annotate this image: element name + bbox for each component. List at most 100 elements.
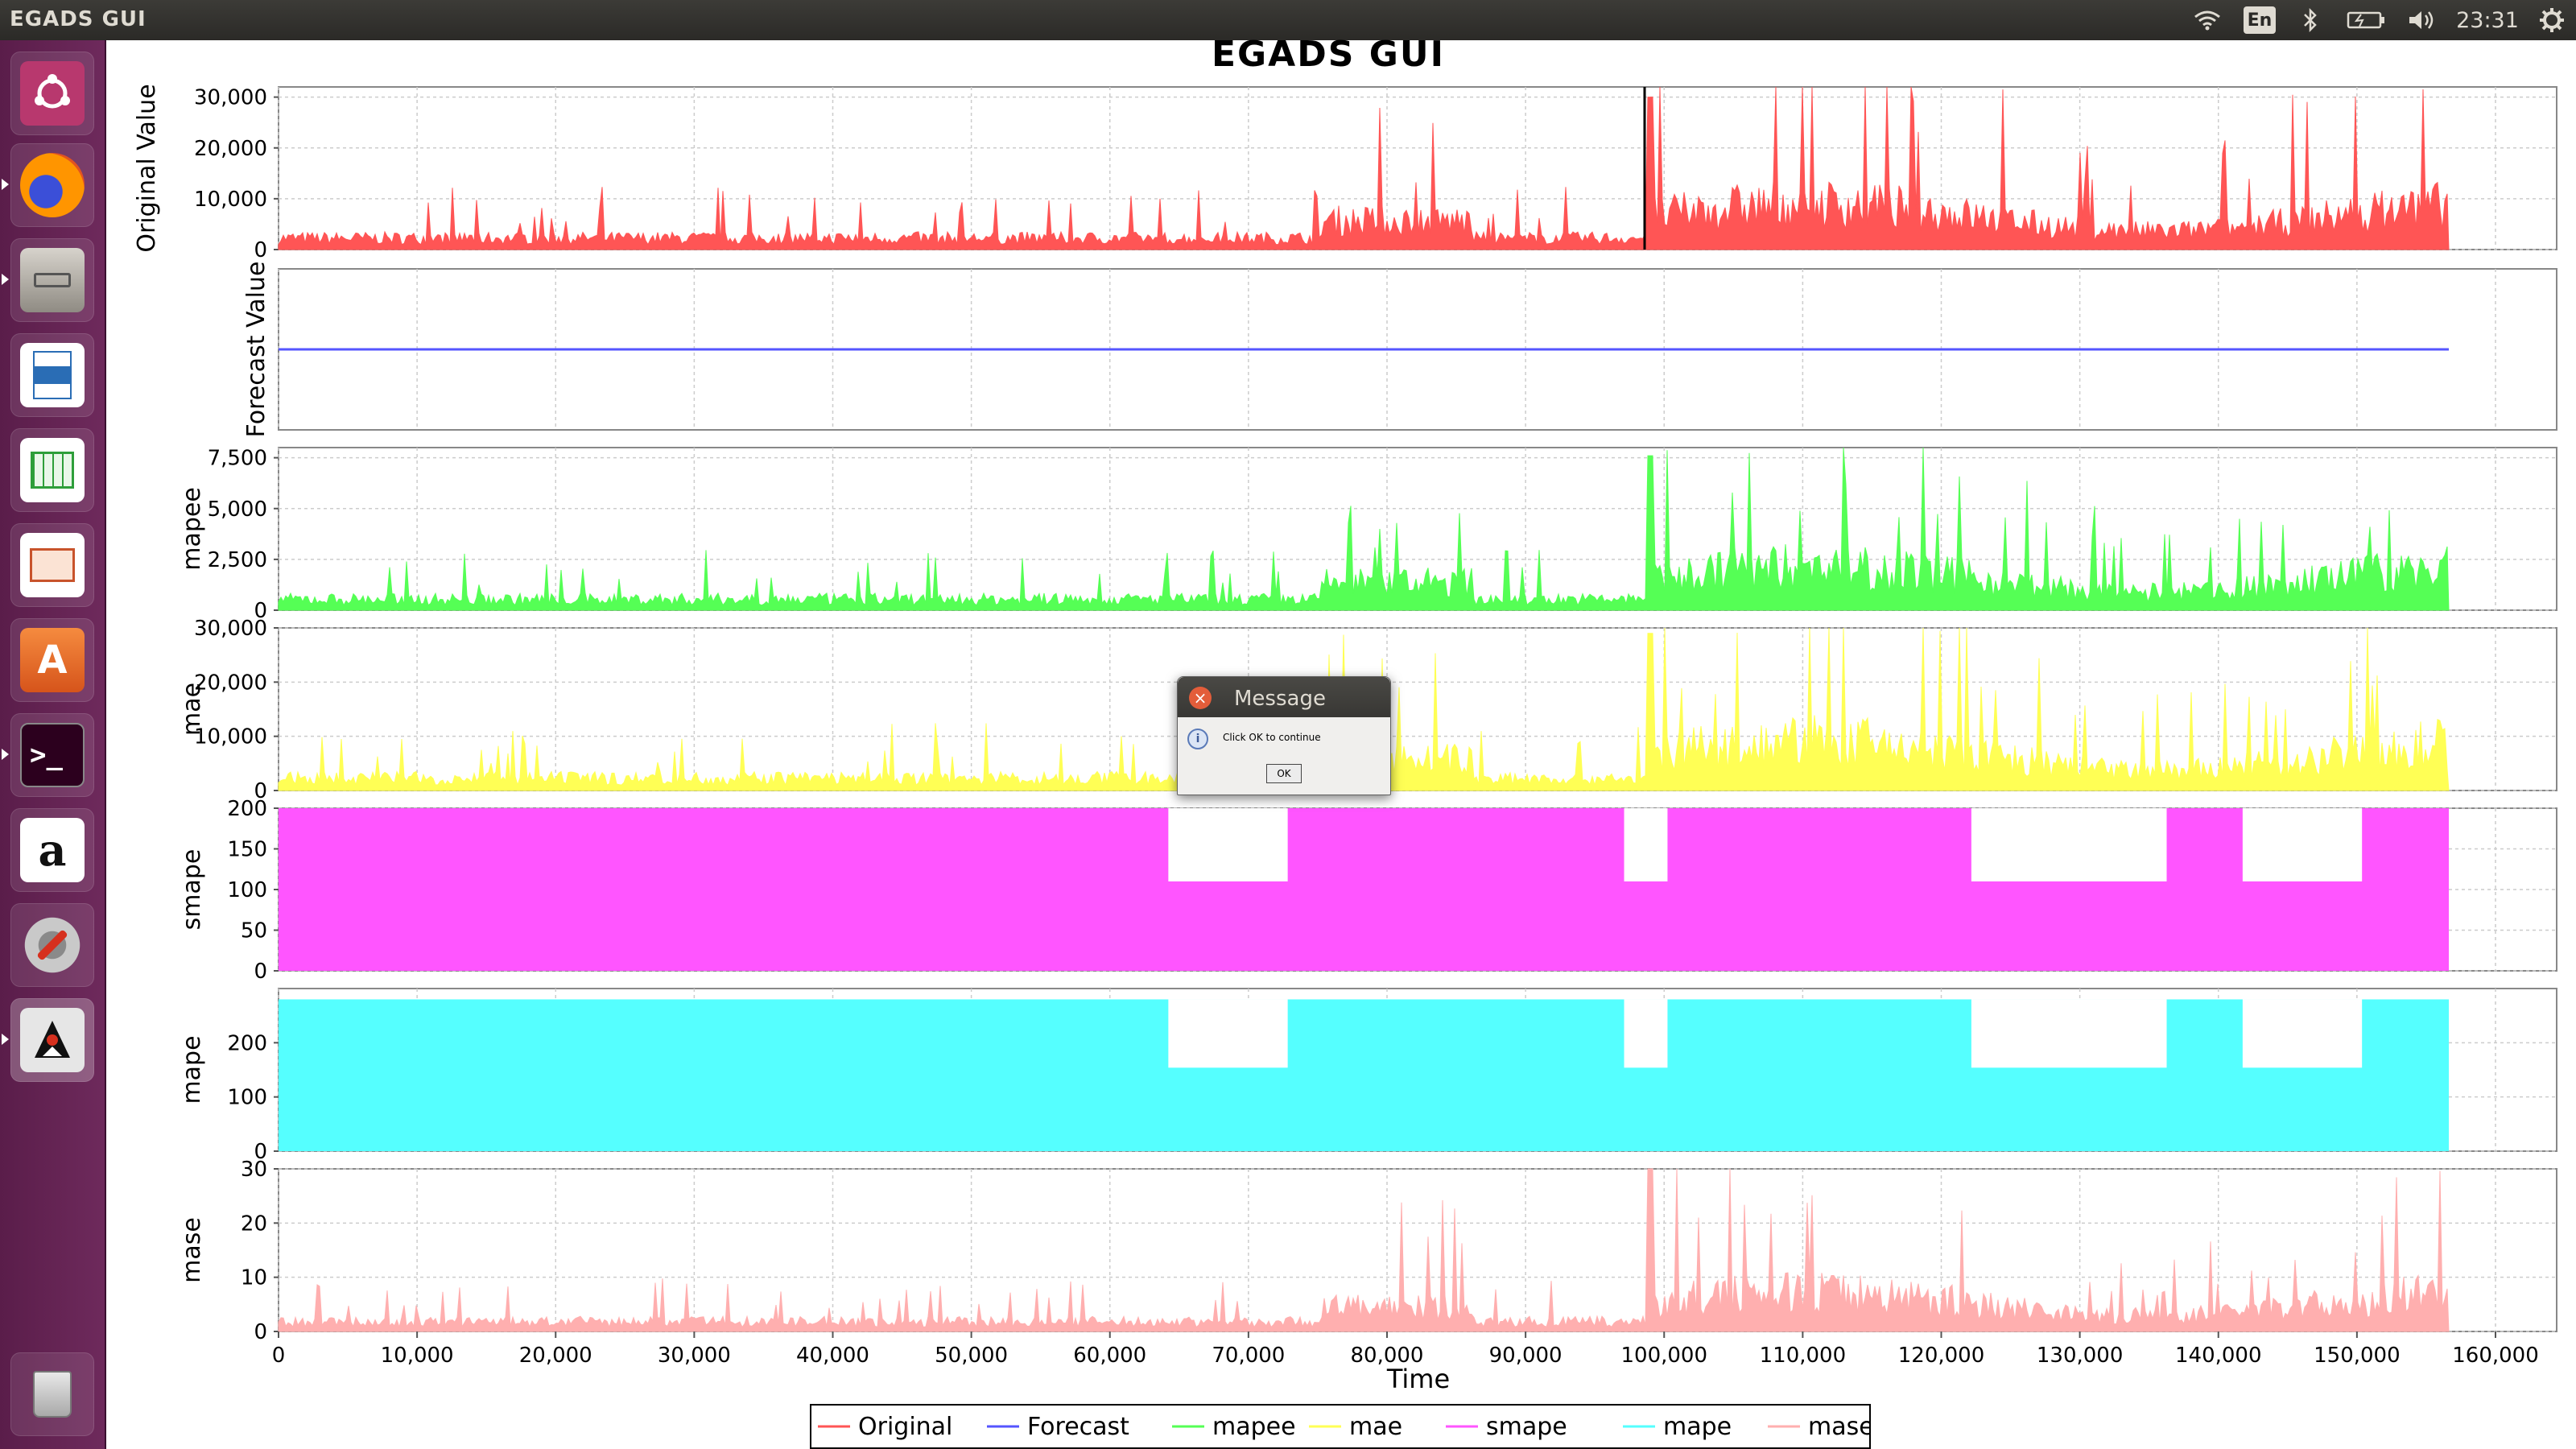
series-gap [1971, 999, 2167, 1068]
gear-icon[interactable] [2536, 5, 2568, 35]
dialog-message: Click OK to continue [1223, 732, 1321, 743]
plot-panel-frame [278, 447, 2557, 611]
legend-entry: mapee [1212, 1413, 1296, 1441]
launcher-java-app[interactable] [10, 998, 94, 1082]
document-icon [20, 343, 85, 407]
series-gap [1971, 808, 2167, 881]
x-tick-label: 70,000 [1212, 1344, 1285, 1368]
launcher-calc[interactable] [10, 428, 94, 512]
x-tick-label: 90,000 [1489, 1344, 1563, 1368]
y-tick-label: 5,000 [208, 497, 267, 522]
y-axis-label: Forecast Value [242, 262, 270, 438]
y-tick-label: 200 [227, 797, 267, 821]
x-tick-label: 0 [272, 1344, 286, 1368]
info-icon: i [1187, 729, 1208, 749]
legend-entry: mase [1808, 1413, 1871, 1441]
y-tick-label: 30,000 [194, 617, 267, 641]
legend-entry: mae [1349, 1413, 1402, 1441]
legend-entry: Forecast [1027, 1413, 1129, 1441]
series-gap [1168, 808, 1288, 881]
bluetooth-icon[interactable] [2296, 5, 2325, 35]
terminal-icon: >_ [20, 723, 85, 787]
y-tick-label: 0 [254, 779, 267, 803]
launcher-files[interactable] [10, 238, 94, 322]
y-axis-label: Original Value [133, 84, 161, 252]
wifi-icon[interactable] [2191, 5, 2223, 35]
battery-icon[interactable] [2344, 5, 2389, 35]
y-tick-label: 0 [254, 1320, 267, 1344]
message-dialog: × Message i Click OK to continue OK [1177, 676, 1391, 795]
close-icon[interactable]: × [1189, 687, 1212, 709]
x-tick-label: 100,000 [1620, 1344, 1707, 1368]
ok-button[interactable]: OK [1266, 764, 1302, 783]
x-tick-label: 80,000 [1351, 1344, 1424, 1368]
y-tick-label: 30 [241, 1158, 267, 1182]
volume-icon[interactable] [2405, 5, 2441, 35]
launcher-trash[interactable] [10, 1352, 94, 1436]
y-tick-label: 0 [254, 960, 267, 984]
top-panel: EGADS GUI En 23:31 [0, 0, 2576, 40]
x-tick-label: 120,000 [1898, 1344, 1985, 1368]
y-tick-label: 100 [227, 1086, 267, 1110]
launcher-impress[interactable] [10, 523, 94, 607]
y-tick-label: 0 [254, 1140, 267, 1164]
x-tick-label: 60,000 [1073, 1344, 1146, 1368]
spreadsheet-icon [20, 438, 85, 502]
series-gap [2242, 999, 2363, 1068]
y-tick-label: 20 [241, 1212, 267, 1236]
x-tick-label: 150,000 [2314, 1344, 2401, 1368]
x-tick-label: 10,000 [381, 1344, 454, 1368]
y-axis-label: mae [178, 683, 206, 736]
x-tick-label: 50,000 [935, 1344, 1008, 1368]
x-tick-label: 20,000 [519, 1344, 592, 1368]
launcher-amazon[interactable]: a [10, 808, 94, 892]
wrench-gear-icon [20, 913, 85, 977]
metric-series-area [278, 1168, 2450, 1332]
trash-icon [20, 1362, 85, 1426]
running-indicator [2, 274, 9, 285]
launcher-writer[interactable] [10, 333, 94, 417]
x-tick-label: 40,000 [796, 1344, 869, 1368]
running-indicator [2, 179, 9, 190]
java-duke-icon [20, 1008, 85, 1072]
clock[interactable]: 23:31 [2456, 7, 2519, 33]
metric-series-area [278, 86, 2450, 250]
y-tick-label: 2,500 [208, 548, 267, 572]
amazon-icon: a [20, 818, 85, 882]
launcher: A >_ a [0, 40, 106, 1449]
dialog-titlebar [1178, 677, 1390, 717]
running-indicator [2, 749, 9, 760]
launcher-software-center[interactable]: A [10, 618, 94, 702]
launcher-terminal[interactable]: >_ [10, 713, 94, 797]
metric-series-area [278, 447, 2450, 611]
y-tick-label: 20,000 [194, 137, 267, 161]
ubuntu-dash-button[interactable] [10, 52, 94, 135]
y-tick-label: 10,000 [194, 188, 267, 212]
firefox-icon [20, 153, 85, 217]
y-tick-label: 20,000 [194, 671, 267, 695]
legend-entry: smape [1486, 1413, 1567, 1441]
y-tick-label: 10 [241, 1266, 267, 1290]
series-gap [1624, 999, 1668, 1068]
y-tick-label: 50 [241, 919, 267, 943]
x-tick-label: 30,000 [658, 1344, 731, 1368]
y-axis-label: smape [178, 849, 206, 931]
launcher-firefox[interactable] [10, 143, 94, 227]
series-gap [1624, 808, 1668, 881]
y-tick-label: 0 [254, 599, 267, 623]
legend-entry: Original [858, 1413, 952, 1441]
window-title: EGADS GUI [10, 7, 147, 31]
launcher-system-settings[interactable] [10, 903, 94, 987]
legend-entry: mape [1663, 1413, 1732, 1441]
y-tick-label: 150 [227, 838, 267, 862]
app-title: EGADS GUI [1212, 34, 1445, 75]
x-tick-label: 110,000 [1760, 1344, 1847, 1368]
keyboard-layout-indicator[interactable]: En [2244, 6, 2276, 34]
presentation-icon [20, 533, 85, 597]
chart-legend: Original Forecast mapee mae smape mape mase [810, 1404, 1871, 1449]
y-axis-label: mapee [178, 487, 206, 571]
x-axis-label: Time [1386, 1364, 1450, 1394]
y-tick-label: 200 [227, 1031, 267, 1055]
shopping-bag-icon: A [20, 628, 85, 692]
y-tick-label: 100 [227, 878, 267, 902]
